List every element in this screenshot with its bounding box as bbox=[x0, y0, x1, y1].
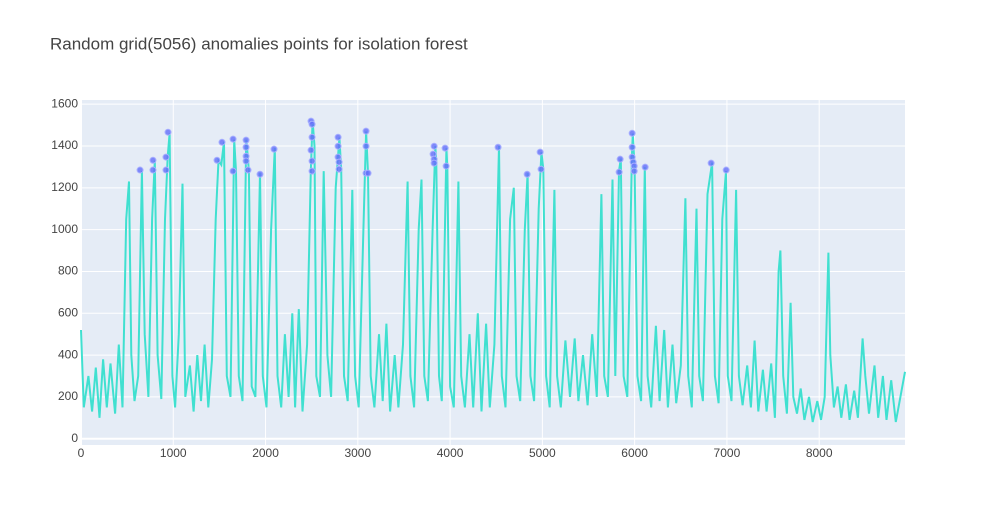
anomaly-point bbox=[430, 159, 438, 167]
anomaly-point bbox=[308, 133, 316, 141]
y-tick-label: 1400 bbox=[51, 138, 78, 152]
anomaly-point bbox=[270, 145, 278, 153]
y-tick-label: 600 bbox=[58, 305, 78, 319]
anomaly-point bbox=[308, 167, 316, 175]
anomaly-point bbox=[630, 167, 638, 175]
x-tick-label: 3000 bbox=[344, 446, 371, 460]
anomaly-point bbox=[229, 167, 237, 175]
anomaly-point bbox=[628, 129, 636, 137]
y-tick-label: 800 bbox=[58, 264, 78, 278]
anomaly-point bbox=[307, 146, 315, 154]
anomaly-point bbox=[615, 168, 623, 176]
anomaly-point bbox=[441, 144, 449, 152]
data-line bbox=[80, 120, 906, 423]
anomaly-point bbox=[334, 142, 342, 150]
anomaly-point bbox=[308, 157, 316, 165]
anomaly-point bbox=[364, 169, 372, 177]
x-tick-label: 4000 bbox=[437, 446, 464, 460]
anomaly-point bbox=[229, 135, 237, 143]
anomaly-point bbox=[334, 133, 342, 141]
x-tick-label: 5000 bbox=[529, 446, 556, 460]
y-tick-label: 1000 bbox=[51, 222, 78, 236]
anomaly-point bbox=[242, 157, 250, 165]
anomaly-point bbox=[162, 166, 170, 174]
anomaly-point bbox=[494, 143, 502, 151]
chart-title: Random grid(5056) anomalies points for i… bbox=[50, 34, 468, 53]
anomaly-point bbox=[242, 143, 250, 151]
anomaly-point bbox=[213, 156, 221, 164]
x-tick-label: 8000 bbox=[806, 446, 833, 460]
anomaly-point bbox=[523, 170, 531, 178]
anomaly-point bbox=[242, 136, 250, 144]
anomaly-point bbox=[335, 158, 343, 166]
y-tick-label: 1600 bbox=[51, 96, 78, 110]
y-tick-label: 0 bbox=[71, 431, 78, 445]
x-tick-label: 1000 bbox=[160, 446, 187, 460]
y-tick-label: 400 bbox=[58, 347, 78, 361]
anomaly-point bbox=[722, 166, 730, 174]
anomaly-point bbox=[335, 165, 343, 173]
anomaly-point bbox=[537, 165, 545, 173]
anomaly-point bbox=[430, 142, 438, 150]
anomaly-point bbox=[628, 143, 636, 151]
x-tick-label: 0 bbox=[78, 446, 85, 460]
anomaly-point bbox=[362, 142, 370, 150]
anomaly-point bbox=[136, 166, 144, 174]
anomaly-point bbox=[707, 159, 715, 167]
anomaly-point bbox=[218, 138, 226, 146]
anomaly-point bbox=[536, 148, 544, 156]
anomaly-point bbox=[308, 120, 316, 128]
anomaly-point bbox=[362, 127, 370, 135]
anomaly-point bbox=[162, 153, 170, 161]
anomaly-point bbox=[149, 166, 157, 174]
x-tick-label: 6000 bbox=[621, 446, 648, 460]
anomaly-point bbox=[164, 128, 172, 136]
x-tick-label: 2000 bbox=[252, 446, 279, 460]
anomaly-point bbox=[616, 155, 624, 163]
anomaly-point bbox=[244, 166, 252, 174]
anomaly-point bbox=[256, 170, 264, 178]
anomaly-point bbox=[442, 162, 450, 170]
anomaly-point bbox=[149, 156, 157, 164]
anomaly-point bbox=[641, 163, 649, 171]
y-tick-label: 1200 bbox=[51, 180, 78, 194]
x-tick-label: 7000 bbox=[714, 446, 741, 460]
y-tick-label: 200 bbox=[58, 389, 78, 403]
